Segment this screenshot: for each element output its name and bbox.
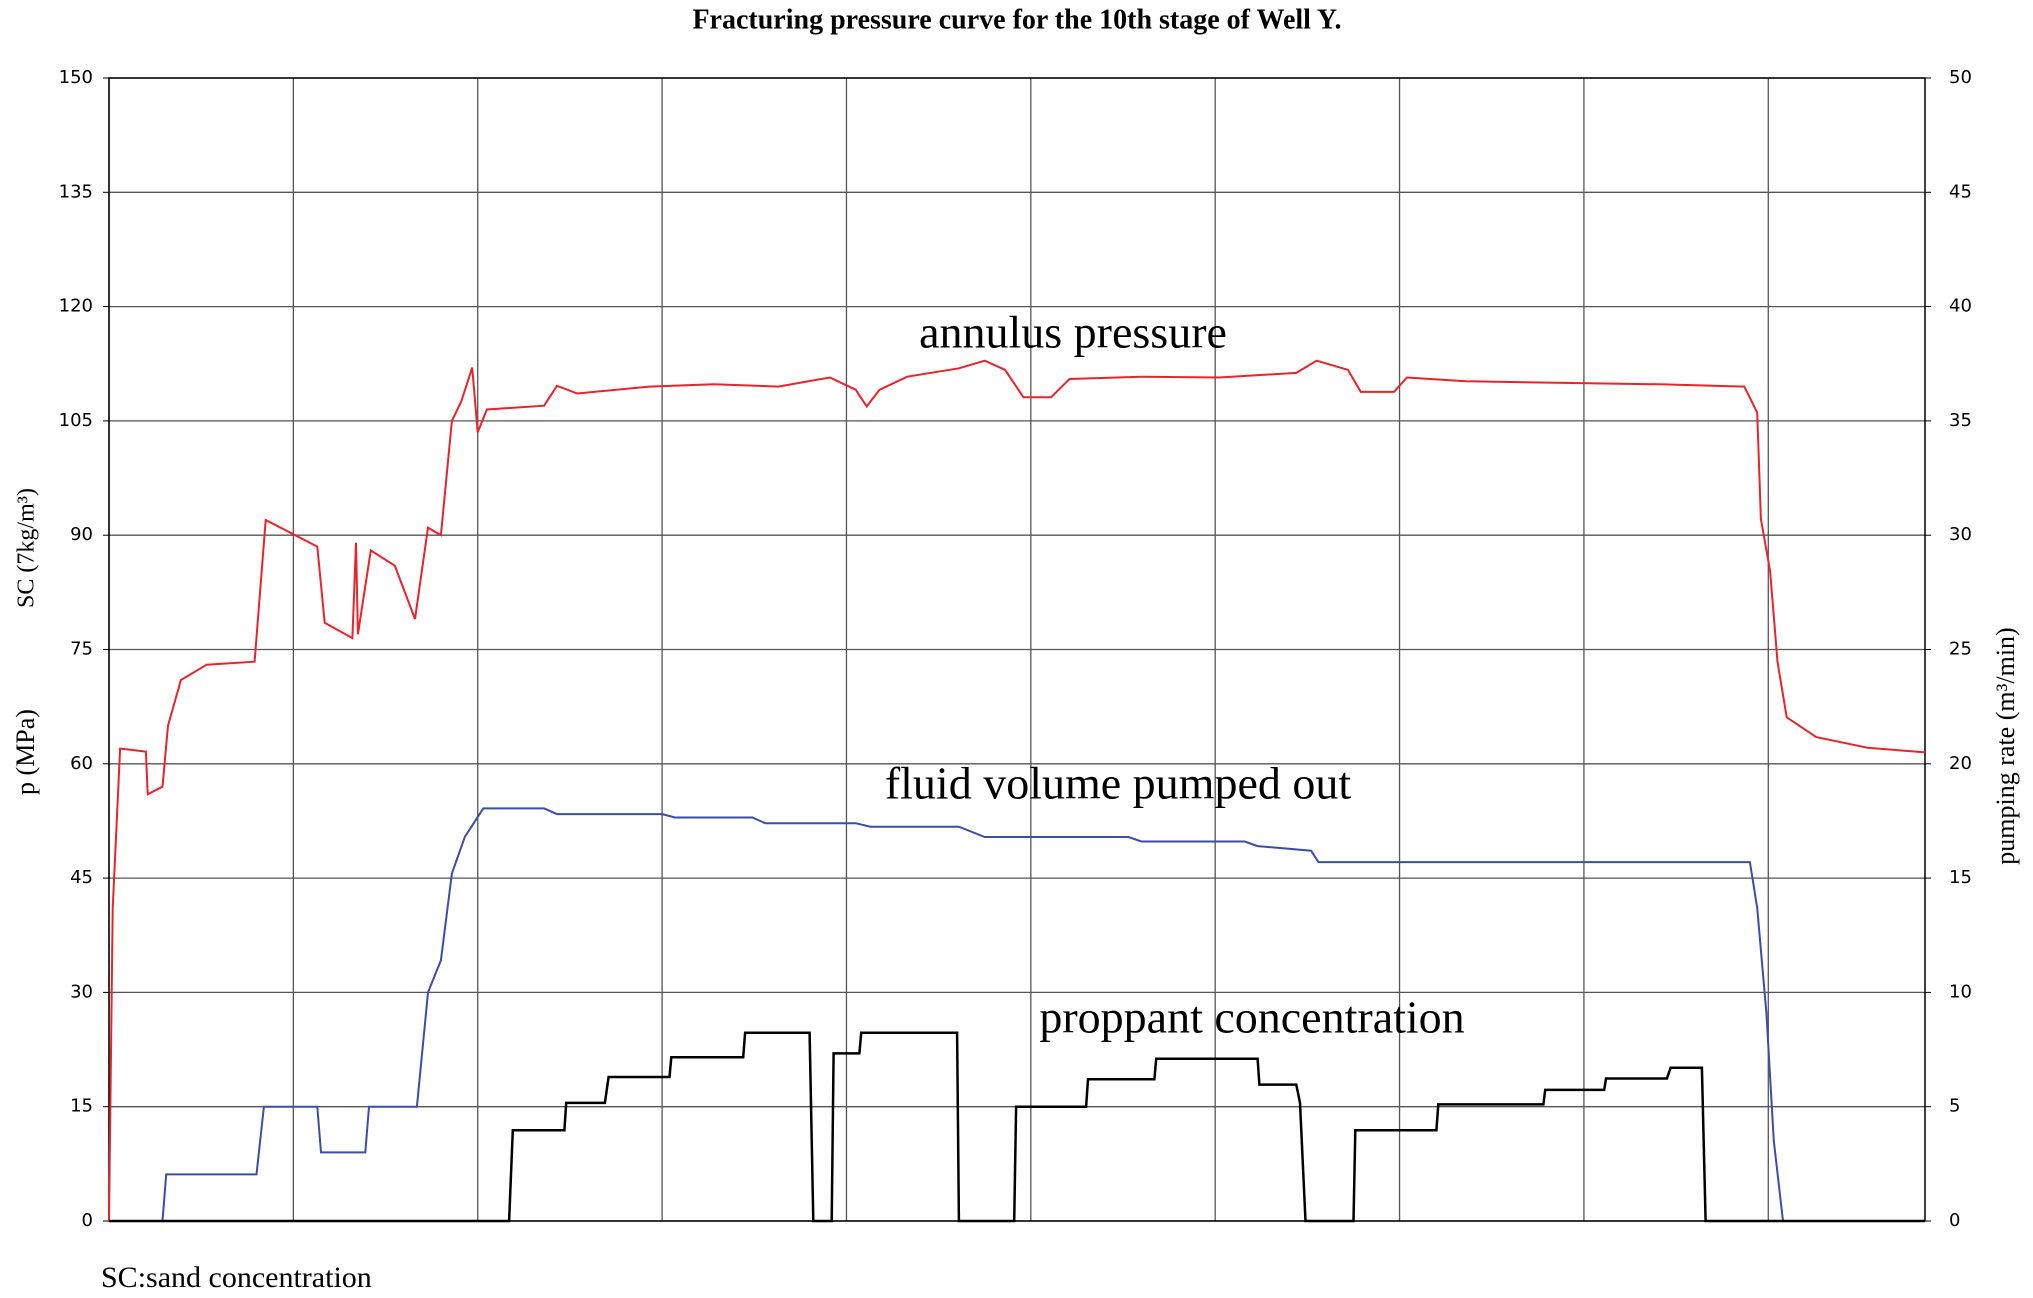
y2-tick-label: 20 — [1949, 753, 1972, 774]
y2-tick-label: 40 — [1949, 296, 1972, 317]
series-label: proppant concentration — [1039, 992, 1464, 1043]
chart-title: Fracturing pressure curve for the 10th s… — [692, 4, 1341, 35]
y-tick-label: 75 — [70, 639, 93, 660]
y2-tick-label: 50 — [1949, 67, 1972, 88]
y-tick-label: 150 — [59, 67, 93, 88]
y2-tick-label: 10 — [1949, 981, 1972, 1002]
y-tick-label: 45 — [70, 867, 93, 888]
y2-tick-label: 15 — [1949, 867, 1972, 888]
y2-axis-label: pumping rate (m³/min) — [1991, 627, 2020, 864]
y-tick-label: 60 — [70, 753, 93, 774]
y-axis-label-sc: SC (7kg/m³) — [14, 488, 40, 608]
series-label: annulus pressure — [919, 307, 1227, 358]
series-line — [109, 1031, 1925, 1223]
y2-tick-label: 45 — [1949, 181, 1972, 202]
y-tick-label: 120 — [59, 296, 93, 317]
y-tick-label: 90 — [70, 524, 93, 545]
y-tick-label: 15 — [70, 1096, 93, 1117]
y2-tick-label: 35 — [1949, 410, 1972, 431]
y-tick-label: 0 — [82, 1210, 93, 1231]
series-line — [109, 807, 1925, 1222]
y-axis-label: p (MPa) — [11, 709, 40, 795]
series-line — [108, 359, 1926, 1222]
y-tick-label: 105 — [59, 410, 93, 431]
y2-tick-label: 0 — [1949, 1210, 1960, 1231]
plot-frame — [108, 77, 1926, 1222]
y-tick-label: 30 — [70, 981, 93, 1002]
y2-tick-label: 25 — [1949, 639, 1972, 660]
y2-tick-label: 5 — [1949, 1096, 1960, 1117]
y-tick-label: 135 — [59, 181, 93, 202]
y2-tick-label: 30 — [1949, 524, 1972, 545]
footnote: SC:sand concentration — [101, 1261, 372, 1294]
series-label: fluid volume pumped out — [885, 758, 1352, 809]
